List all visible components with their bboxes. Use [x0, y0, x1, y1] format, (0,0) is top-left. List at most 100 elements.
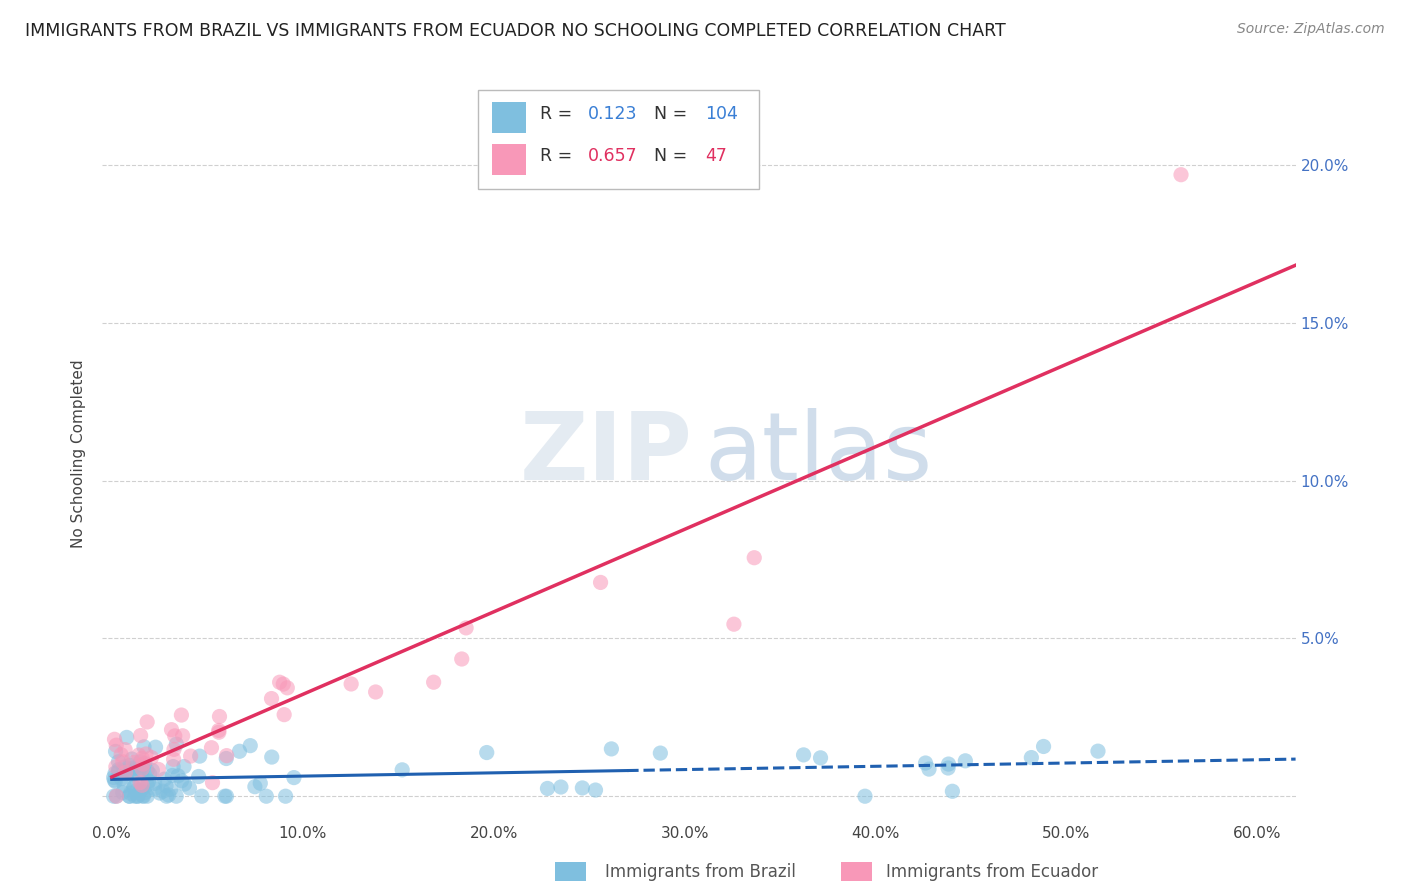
Point — [110, 747, 132, 762]
Point — [810, 751, 832, 765]
Point — [122, 780, 145, 794]
Point — [136, 778, 159, 792]
Point — [170, 708, 193, 723]
Point — [215, 751, 238, 765]
Point — [650, 746, 672, 760]
Point — [936, 761, 959, 775]
Point — [114, 760, 136, 774]
Point — [117, 765, 139, 780]
Point — [215, 789, 238, 804]
Point — [143, 776, 166, 790]
Point — [128, 763, 150, 777]
Point — [340, 677, 363, 691]
Point — [550, 780, 572, 794]
Point — [121, 768, 143, 782]
Point — [120, 786, 142, 800]
Point — [135, 747, 157, 761]
Point — [283, 771, 305, 785]
Point — [585, 783, 607, 797]
Point — [162, 768, 184, 782]
Point — [200, 740, 222, 755]
Point — [938, 757, 960, 772]
Point — [188, 749, 211, 764]
Point — [118, 789, 141, 804]
Point — [131, 765, 153, 780]
Text: 0.657: 0.657 — [588, 147, 637, 165]
Point — [129, 782, 152, 797]
Point — [127, 783, 149, 797]
Point — [129, 755, 152, 769]
Point — [1170, 168, 1192, 182]
Point — [129, 729, 152, 743]
Point — [208, 709, 231, 723]
Point — [127, 789, 149, 804]
Point — [152, 784, 174, 798]
Point — [162, 752, 184, 766]
Point — [122, 780, 145, 795]
Point — [536, 781, 558, 796]
Point — [243, 780, 266, 794]
Point — [269, 675, 291, 690]
Point — [134, 786, 156, 800]
Point — [249, 776, 271, 790]
Point — [214, 789, 236, 804]
Point — [118, 762, 141, 776]
Point — [127, 766, 149, 780]
Point — [172, 729, 194, 743]
Point — [131, 758, 153, 772]
Point — [103, 789, 125, 804]
Point — [391, 763, 413, 777]
Text: Immigrants from Ecuador: Immigrants from Ecuador — [886, 863, 1098, 881]
Point — [228, 744, 250, 758]
Point — [422, 675, 444, 690]
Point — [208, 725, 231, 739]
Point — [475, 746, 498, 760]
Point — [145, 740, 167, 755]
Point — [1032, 739, 1054, 754]
Point — [138, 767, 160, 781]
Point — [208, 723, 231, 738]
Point — [148, 763, 170, 777]
Point — [107, 764, 129, 779]
Point — [918, 762, 941, 776]
Point — [128, 748, 150, 763]
Point — [364, 685, 387, 699]
Point — [105, 738, 128, 752]
Point — [276, 681, 298, 695]
Point — [114, 765, 136, 780]
Point — [104, 760, 127, 774]
Point — [456, 621, 478, 635]
Point — [201, 775, 224, 789]
Text: 0.123: 0.123 — [588, 105, 637, 123]
Text: Immigrants from Brazil: Immigrants from Brazil — [605, 863, 796, 881]
Point — [149, 786, 172, 800]
Point — [136, 789, 159, 804]
Point — [136, 714, 159, 729]
Point — [105, 789, 128, 804]
Point — [122, 761, 145, 775]
Point — [138, 774, 160, 789]
Point — [955, 754, 977, 768]
Point — [155, 789, 177, 804]
Point — [274, 789, 297, 804]
Point — [132, 757, 155, 772]
Point — [115, 731, 138, 745]
Point — [141, 764, 163, 778]
Point — [157, 788, 180, 802]
FancyBboxPatch shape — [478, 90, 759, 189]
Point — [723, 617, 745, 632]
Point — [114, 742, 136, 756]
Point — [167, 769, 190, 783]
Point — [136, 764, 159, 778]
Text: IMMIGRANTS FROM BRAZIL VS IMMIGRANTS FROM ECUADOR NO SCHOOLING COMPLETED CORRELA: IMMIGRANTS FROM BRAZIL VS IMMIGRANTS FRO… — [25, 22, 1007, 40]
Point — [118, 758, 141, 772]
Text: atlas: atlas — [704, 408, 934, 500]
Text: N =: N = — [654, 105, 692, 123]
Point — [141, 750, 163, 764]
FancyBboxPatch shape — [492, 144, 526, 175]
Point — [1021, 750, 1043, 764]
Point — [159, 782, 181, 797]
Point — [122, 756, 145, 770]
Point — [914, 756, 936, 770]
Point — [742, 550, 765, 565]
